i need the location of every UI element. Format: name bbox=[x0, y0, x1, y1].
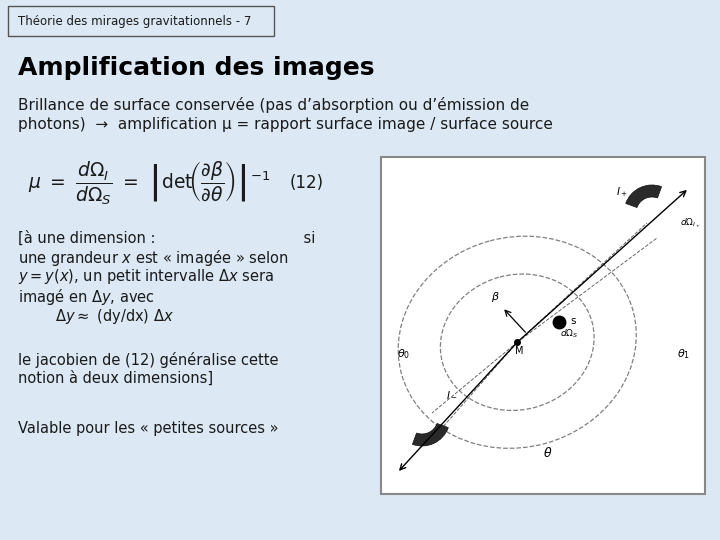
Text: (12): (12) bbox=[290, 174, 324, 192]
Text: s: s bbox=[570, 316, 576, 326]
Text: [à une dimension :                                si: [à une dimension : si bbox=[18, 231, 315, 246]
Text: $y = y(x)$, un petit intervalle $\Delta x$ sera: $y = y(x)$, un petit intervalle $\Delta … bbox=[18, 267, 274, 287]
Text: $I_-$: $I_-$ bbox=[446, 390, 458, 400]
Wedge shape bbox=[626, 185, 662, 207]
FancyBboxPatch shape bbox=[8, 6, 274, 36]
Text: $\Delta y \approx$ (dy/dx) $\Delta x$: $\Delta y \approx$ (dy/dx) $\Delta x$ bbox=[18, 307, 174, 326]
Text: imagé en $\Delta y$, avec: imagé en $\Delta y$, avec bbox=[18, 287, 155, 307]
Text: le jacobien de (12) généralise cette: le jacobien de (12) généralise cette bbox=[18, 352, 279, 368]
Wedge shape bbox=[413, 423, 449, 446]
Text: Amplification des images: Amplification des images bbox=[18, 56, 374, 80]
FancyBboxPatch shape bbox=[381, 157, 705, 494]
Text: M: M bbox=[515, 346, 523, 356]
Text: photons)  →  amplification μ = rapport surface image / surface source: photons) → amplification μ = rapport sur… bbox=[18, 118, 553, 132]
Text: $\beta$: $\beta$ bbox=[491, 291, 500, 304]
Text: une grandeur $x$ est « imagée » selon: une grandeur $x$ est « imagée » selon bbox=[18, 248, 289, 268]
Text: Valable pour les « petites sources »: Valable pour les « petites sources » bbox=[18, 421, 279, 435]
Text: $\theta_1$: $\theta_1$ bbox=[678, 347, 690, 361]
Text: $d\Omega_S$: $d\Omega_S$ bbox=[560, 327, 578, 340]
Text: $\mu \ = \ \dfrac{d\Omega_I}{d\Omega_S} \ = \ \left| \mathrm{det}\!\left(\dfrac{: $\mu \ = \ \dfrac{d\Omega_I}{d\Omega_S} … bbox=[28, 159, 270, 207]
Text: Brillance de surface conservée (pas d’absorption ou d’émission de: Brillance de surface conservée (pas d’ab… bbox=[18, 97, 529, 113]
Text: Théorie des mirages gravitationnels - 7: Théorie des mirages gravitationnels - 7 bbox=[18, 16, 251, 29]
Text: $\theta$: $\theta$ bbox=[543, 446, 552, 460]
Text: $d\Omega_{I_+}$: $d\Omega_{I_+}$ bbox=[680, 216, 701, 229]
Text: notion à deux dimensions]: notion à deux dimensions] bbox=[18, 370, 213, 386]
Text: $\theta_0$: $\theta_0$ bbox=[397, 347, 410, 361]
Text: $I_+$: $I_+$ bbox=[616, 185, 628, 199]
